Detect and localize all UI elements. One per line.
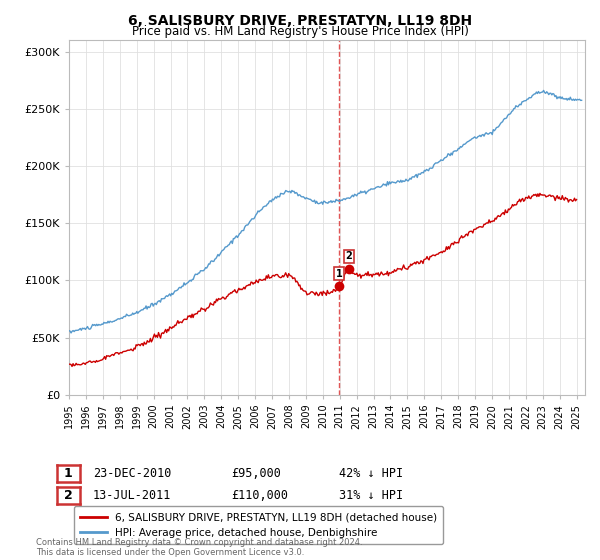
Text: 23-DEC-2010: 23-DEC-2010 bbox=[93, 466, 172, 480]
Legend: 6, SALISBURY DRIVE, PRESTATYN, LL19 8DH (detached house), HPI: Average price, de: 6, SALISBURY DRIVE, PRESTATYN, LL19 8DH … bbox=[74, 506, 443, 544]
Text: 1: 1 bbox=[336, 269, 343, 278]
Text: 6, SALISBURY DRIVE, PRESTATYN, LL19 8DH: 6, SALISBURY DRIVE, PRESTATYN, LL19 8DH bbox=[128, 14, 472, 28]
Text: 2: 2 bbox=[64, 489, 73, 502]
Text: 42% ↓ HPI: 42% ↓ HPI bbox=[339, 466, 403, 480]
Text: 31% ↓ HPI: 31% ↓ HPI bbox=[339, 489, 403, 502]
Text: £95,000: £95,000 bbox=[231, 466, 281, 480]
Text: 13-JUL-2011: 13-JUL-2011 bbox=[93, 489, 172, 502]
Text: 1: 1 bbox=[64, 466, 73, 480]
Text: 2: 2 bbox=[346, 251, 352, 262]
Text: Contains HM Land Registry data © Crown copyright and database right 2024.
This d: Contains HM Land Registry data © Crown c… bbox=[36, 538, 362, 557]
Text: Price paid vs. HM Land Registry's House Price Index (HPI): Price paid vs. HM Land Registry's House … bbox=[131, 25, 469, 38]
Text: £110,000: £110,000 bbox=[231, 489, 288, 502]
